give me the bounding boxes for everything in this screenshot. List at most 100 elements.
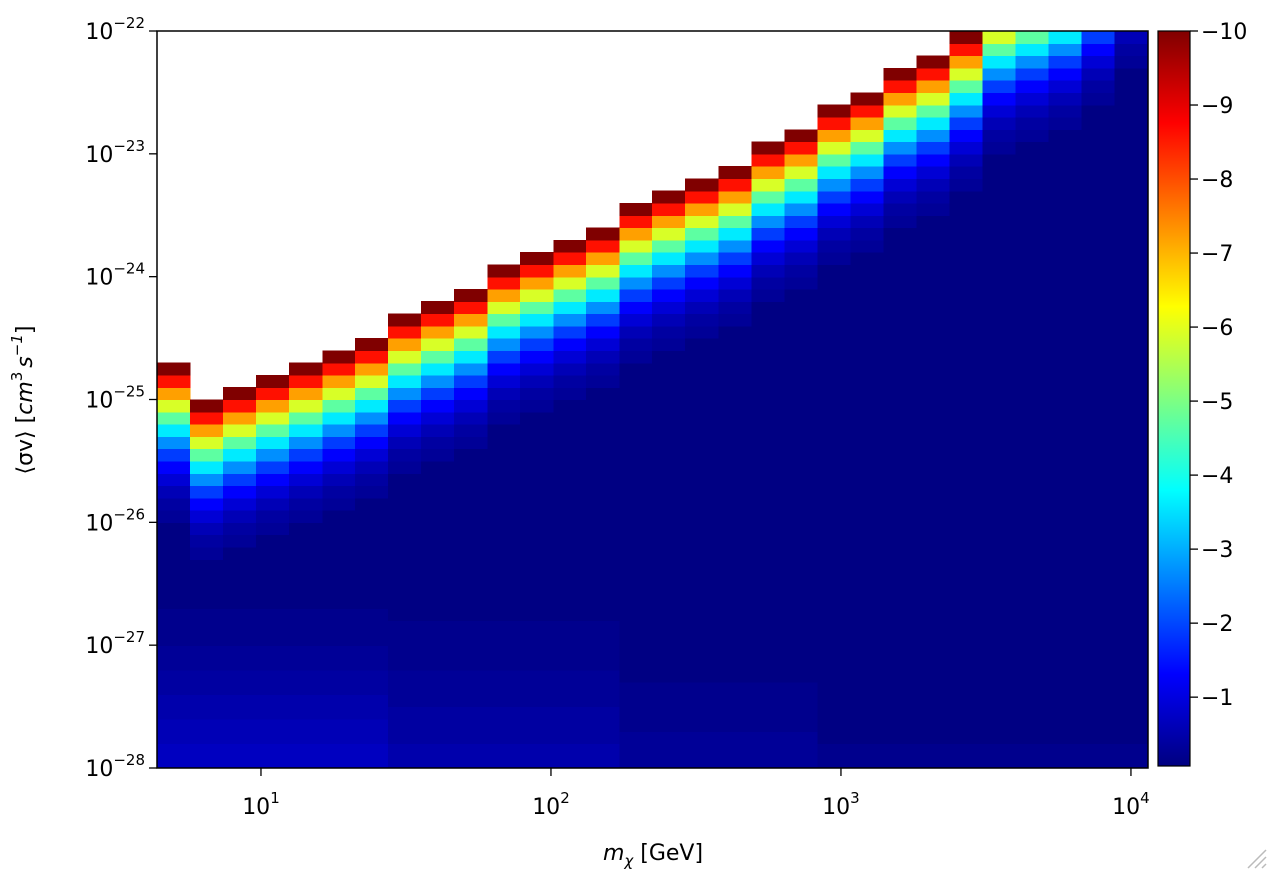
heatmap-cell [949, 510, 984, 523]
heatmap-cell [651, 583, 686, 597]
heatmap-cell [751, 153, 785, 167]
heatmap-cell [255, 731, 290, 745]
heatmap-cell [453, 731, 488, 745]
heatmap-cell [222, 559, 257, 573]
heatmap-cell [189, 669, 224, 683]
colorbar-tick-label: −10 [1201, 20, 1247, 45]
heatmap-cell [916, 374, 951, 388]
heatmap-cell [1015, 497, 1050, 511]
heatmap-cell [1015, 571, 1050, 585]
heatmap-cell [487, 755, 521, 769]
heatmap-cell [817, 657, 852, 671]
heatmap-cell [387, 313, 422, 327]
heatmap-cell [949, 424, 984, 437]
heatmap-cell [982, 288, 1017, 302]
heatmap-cell [784, 571, 819, 585]
heatmap-cell [1048, 55, 1083, 69]
heatmap-cell [685, 743, 720, 757]
heatmap-cell [255, 608, 290, 622]
heatmap-cell [784, 387, 819, 401]
heatmap-cell [784, 374, 819, 388]
heatmap-cell [817, 534, 852, 548]
x-tick-exponent: 3 [850, 789, 860, 807]
heatmap-cell [1015, 313, 1050, 327]
heatmap-cell [255, 497, 290, 511]
heatmap-cell [1114, 239, 1149, 253]
heatmap-cell [949, 645, 984, 659]
heatmap-cell [982, 522, 1017, 536]
heatmap-cell [1048, 313, 1083, 327]
heatmap-cell [982, 129, 1017, 143]
heatmap-cell [751, 485, 785, 499]
heatmap-cell [520, 399, 555, 413]
heatmap-cell [784, 362, 819, 376]
heatmap-cell [585, 399, 620, 413]
heatmap-cell [1114, 571, 1149, 585]
heatmap-cell [1015, 116, 1050, 130]
heatmap-cell [1114, 596, 1149, 609]
heatmap-cell [453, 522, 488, 536]
heatmap-cell [850, 571, 884, 585]
heatmap-cell [916, 362, 951, 376]
heatmap-cell [784, 510, 819, 523]
heatmap-cell [289, 718, 324, 732]
heatmap-cell [222, 632, 257, 646]
heatmap-cell [751, 608, 785, 622]
heatmap-cell [850, 104, 884, 118]
heatmap-cell [651, 657, 686, 671]
heatmap-cell [520, 534, 555, 548]
heatmap-cell [751, 620, 785, 634]
heatmap-cell [619, 669, 653, 683]
heatmap-cell [850, 264, 884, 278]
heatmap-cell [685, 387, 720, 401]
heatmap-cell [585, 731, 620, 745]
heatmap-cell [949, 718, 984, 732]
heatmap-cell [817, 239, 852, 253]
heatmap-cell [651, 596, 686, 609]
heatmap-cell [1081, 534, 1116, 548]
heatmap-cell [784, 657, 819, 671]
heatmap-cell [850, 682, 884, 695]
heatmap-cell [850, 657, 884, 671]
heatmap-cell [387, 559, 422, 573]
heatmap-cell [1048, 387, 1083, 401]
heatmap-cell [817, 288, 852, 302]
heatmap-cell [585, 387, 620, 401]
heatmap-cell [1081, 276, 1116, 290]
y-tick-exponent: −24 [113, 260, 145, 278]
y-tick-exponent: −22 [113, 14, 145, 32]
heatmap-cell [420, 596, 455, 609]
colorbar-tick-label: −2 [1201, 612, 1233, 637]
y-label-symbol: ⟨σv⟩ [ [13, 415, 38, 475]
heatmap-cell [718, 583, 752, 597]
heatmap-cell [784, 239, 819, 253]
heatmap-cell [685, 252, 720, 265]
heatmap-cell [718, 276, 752, 290]
heatmap-cell [619, 215, 653, 229]
resize-grip[interactable] [1247, 849, 1267, 869]
heatmap-cell [817, 362, 852, 376]
heatmap-cell [817, 510, 852, 523]
heatmap-cell [1048, 202, 1083, 216]
heatmap-cell [916, 80, 951, 94]
heatmap-cell [1015, 301, 1050, 315]
heatmap-cell [751, 387, 785, 401]
heatmap-cell [916, 387, 951, 401]
heatmap-cell [387, 497, 422, 511]
heatmap-cell [751, 706, 785, 720]
heatmap-cell [949, 669, 984, 683]
heatmap-cell [982, 239, 1017, 253]
heatmap-cell [1015, 350, 1050, 364]
heatmap-cell [651, 448, 686, 462]
heatmap-cell [487, 411, 521, 425]
heatmap-cell [387, 608, 422, 622]
heatmap-cell [916, 67, 951, 81]
heatmap-cell [916, 55, 951, 69]
heatmap-cell [1048, 534, 1083, 548]
heatmap-cell [651, 620, 686, 634]
heatmap-cell [916, 473, 951, 487]
heatmap-cell [850, 583, 884, 597]
heatmap-cell [387, 510, 422, 523]
heatmap-cell [817, 313, 852, 327]
heatmap-cell [1048, 43, 1083, 57]
